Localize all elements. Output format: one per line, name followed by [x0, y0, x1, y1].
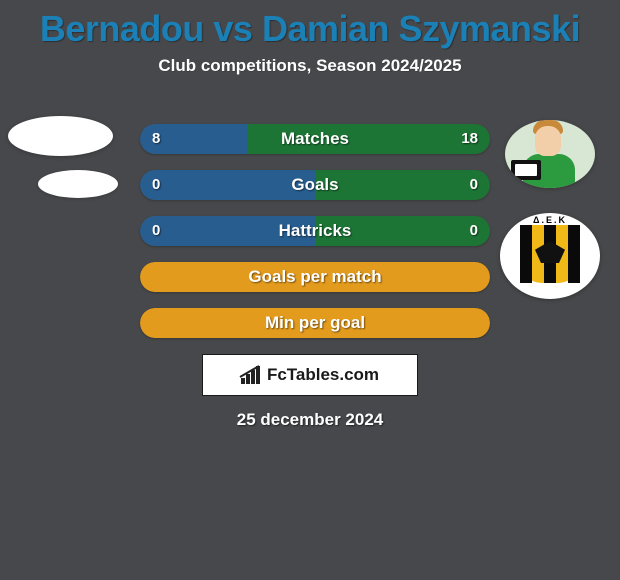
- stat-bar-label: Min per goal: [140, 308, 490, 338]
- stat-value-left: 0: [152, 216, 160, 246]
- team2-badge: Δ.Ε.Κ: [500, 213, 600, 299]
- comparison-card: Bernadou vs Damian Szymanski Club compet…: [0, 0, 620, 580]
- stat-value-right: 0: [470, 216, 478, 246]
- player2-avatar: [505, 120, 595, 188]
- left-avatars: [8, 116, 128, 198]
- bar-chart-icon: [241, 366, 261, 384]
- player2-face: [535, 126, 561, 156]
- stat-bar-label: Matches: [140, 124, 490, 154]
- team2-stripe: [520, 225, 532, 283]
- brand-badge: FcTables.com: [202, 354, 418, 396]
- stat-row: Matches8 18: [140, 124, 490, 154]
- page-title: Bernadou vs Damian Szymanski: [0, 0, 620, 50]
- subtitle: Club competitions, Season 2024/2025: [0, 56, 620, 76]
- team2-stripe: [568, 225, 580, 283]
- stat-value-left: 0: [152, 170, 160, 200]
- stat-bar-label: Hattricks: [140, 216, 490, 246]
- stat-row: Goals per match: [140, 262, 490, 292]
- player2-mic-box: [511, 160, 541, 180]
- stat-row: Min per goal: [140, 308, 490, 338]
- stat-bar-label: Goals: [140, 170, 490, 200]
- stat-row: Hattricks0 0: [140, 216, 490, 246]
- brand-text: FcTables.com: [267, 365, 379, 385]
- team1-badge: [38, 170, 118, 198]
- stat-bars: Matches818Goals00Hattricks00Goals per ma…: [140, 124, 490, 354]
- team2-arc-text: Δ.Ε.Κ: [500, 215, 600, 225]
- stat-row: Goals0 0: [140, 170, 490, 200]
- date-text: 25 december 2024: [0, 410, 620, 430]
- stat-value-right: 0: [470, 170, 478, 200]
- player1-avatar: [8, 116, 113, 156]
- right-avatars: Δ.Ε.Κ: [500, 120, 600, 299]
- stat-value-left: 8: [152, 124, 160, 154]
- stat-bar-label: Goals per match: [140, 262, 490, 292]
- stat-value-right: 18: [461, 124, 478, 154]
